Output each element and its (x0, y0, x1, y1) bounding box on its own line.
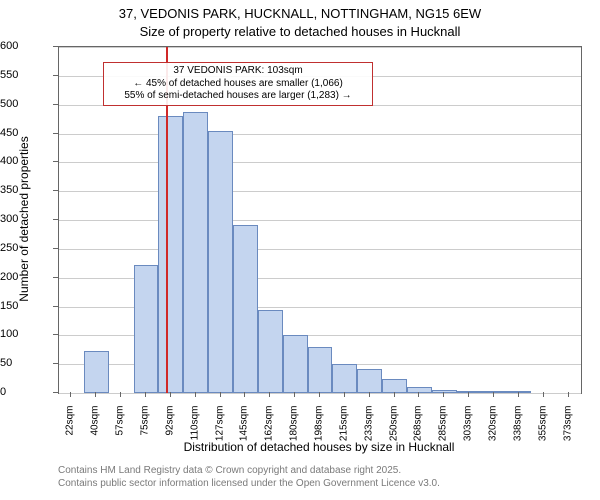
ytick-mark (53, 219, 58, 220)
chart-title-line2: Size of property relative to detached ho… (0, 24, 600, 39)
gridline (59, 191, 581, 192)
chart-title-line1: 37, VEDONIS PARK, HUCKNALL, NOTTINGHAM, … (0, 6, 600, 21)
xtick-mark (369, 392, 370, 397)
xtick-mark (269, 392, 270, 397)
gridline (59, 47, 581, 48)
histogram-bar (158, 116, 183, 393)
ytick-mark (53, 363, 58, 364)
ytick-mark (53, 334, 58, 335)
annotation-line3: 55% of semi-detached houses are larger (… (108, 90, 368, 103)
ytick-label: 200 (0, 271, 50, 283)
ytick-label: 100 (0, 328, 50, 340)
caption-line1: Contains HM Land Registry data © Crown c… (58, 464, 440, 477)
ytick-mark (53, 46, 58, 47)
xtick-mark (170, 392, 171, 397)
xtick-mark (145, 392, 146, 397)
xtick-mark (294, 392, 295, 397)
ytick-label: 300 (0, 213, 50, 225)
gridline (59, 162, 581, 163)
xtick-mark (443, 392, 444, 397)
histogram-bar (208, 131, 233, 393)
xtick-mark (220, 392, 221, 397)
xtick-label: 198sqm (314, 406, 325, 456)
ytick-label: 550 (0, 69, 50, 81)
property-size-chart: 37, VEDONIS PARK, HUCKNALL, NOTTINGHAM, … (0, 0, 600, 500)
xtick-label: 22sqm (65, 406, 76, 456)
ytick-mark (53, 75, 58, 76)
xtick-label: 338sqm (512, 406, 523, 456)
xtick-mark (195, 392, 196, 397)
xtick-label: 92sqm (164, 406, 175, 456)
histogram-bar (84, 351, 109, 393)
ytick-label: 150 (0, 300, 50, 312)
xtick-label: 355sqm (537, 406, 548, 456)
xtick-label: 320sqm (488, 406, 499, 456)
gridline (59, 134, 581, 135)
histogram-bar (332, 364, 357, 393)
xtick-label: 40sqm (90, 406, 101, 456)
ytick-label: 400 (0, 155, 50, 167)
xtick-label: 145sqm (239, 406, 250, 456)
xtick-label: 75sqm (140, 406, 151, 456)
xtick-mark (493, 392, 494, 397)
ytick-mark (53, 133, 58, 134)
gridline (59, 393, 581, 394)
annotation-box: 37 VEDONIS PARK: 103sqm← 45% of detached… (103, 62, 373, 106)
ytick-label: 600 (0, 40, 50, 52)
xtick-mark (120, 392, 121, 397)
xtick-mark (70, 392, 71, 397)
ytick-mark (53, 104, 58, 105)
ytick-mark (53, 161, 58, 162)
ytick-label: 0 (0, 386, 50, 398)
annotation-line1: 37 VEDONIS PARK: 103sqm (108, 65, 368, 78)
ytick-mark (53, 277, 58, 278)
annotation-line2: ← 45% of detached houses are smaller (1,… (108, 78, 368, 91)
xtick-mark (468, 392, 469, 397)
histogram-bar (283, 335, 308, 393)
histogram-bar (258, 310, 283, 393)
ytick-mark (53, 306, 58, 307)
xtick-mark (244, 392, 245, 397)
xtick-label: 127sqm (214, 406, 225, 456)
ytick-mark (53, 190, 58, 191)
ytick-mark (53, 248, 58, 249)
xtick-mark (95, 392, 96, 397)
xtick-label: 180sqm (289, 406, 300, 456)
xtick-mark (394, 392, 395, 397)
ytick-label: 350 (0, 184, 50, 196)
ytick-label: 500 (0, 98, 50, 110)
ytick-mark (53, 392, 58, 393)
ytick-label: 250 (0, 242, 50, 254)
histogram-bar (506, 391, 531, 393)
caption-line2: Contains public sector information licen… (58, 477, 440, 490)
histogram-bar (382, 379, 407, 393)
xtick-label: 303sqm (463, 406, 474, 456)
xtick-label: 268sqm (413, 406, 424, 456)
xtick-label: 285sqm (438, 406, 449, 456)
xtick-mark (543, 392, 544, 397)
xtick-label: 250sqm (388, 406, 399, 456)
histogram-bar (233, 225, 258, 393)
xtick-mark (418, 392, 419, 397)
xtick-mark (344, 392, 345, 397)
xtick-mark (518, 392, 519, 397)
caption: Contains HM Land Registry data © Crown c… (58, 464, 440, 490)
xtick-mark (319, 392, 320, 397)
xtick-label: 110sqm (189, 406, 200, 456)
histogram-bar (407, 387, 432, 393)
ytick-label: 50 (0, 357, 50, 369)
xtick-label: 162sqm (264, 406, 275, 456)
xtick-label: 215sqm (338, 406, 349, 456)
gridline (59, 220, 581, 221)
histogram-bar (357, 369, 382, 393)
ytick-label: 450 (0, 127, 50, 139)
xtick-label: 57sqm (115, 406, 126, 456)
histogram-bar (183, 112, 208, 393)
xtick-label: 373sqm (562, 406, 573, 456)
xtick-mark (568, 392, 569, 397)
xtick-label: 233sqm (363, 406, 374, 456)
histogram-bar (308, 347, 333, 393)
histogram-bar (134, 265, 159, 393)
gridline (59, 249, 581, 250)
